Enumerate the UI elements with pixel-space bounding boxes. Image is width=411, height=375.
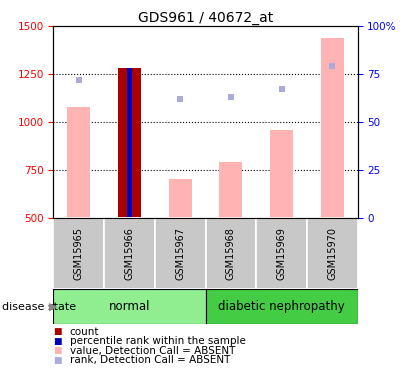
Bar — [127, 68, 132, 218]
Title: GDS961 / 40672_at: GDS961 / 40672_at — [138, 11, 273, 25]
Bar — [155, 217, 206, 289]
Bar — [270, 129, 293, 218]
Text: ■: ■ — [53, 337, 62, 346]
Text: value, Detection Call = ABSENT: value, Detection Call = ABSENT — [70, 346, 235, 355]
Bar — [118, 68, 141, 218]
Bar — [53, 217, 104, 289]
Text: ■: ■ — [53, 346, 62, 355]
Bar — [307, 217, 358, 289]
Bar — [67, 106, 90, 218]
Text: percentile rank within the sample: percentile rank within the sample — [70, 336, 246, 346]
Bar — [219, 162, 242, 218]
Text: GSM15969: GSM15969 — [277, 226, 286, 280]
Bar — [206, 289, 358, 324]
Text: ▶: ▶ — [48, 302, 57, 312]
Text: GSM15970: GSM15970 — [327, 226, 337, 280]
Text: diabetic nephropathy: diabetic nephropathy — [218, 300, 345, 313]
Bar — [206, 217, 256, 289]
Text: GSM15965: GSM15965 — [74, 226, 84, 280]
Text: GSM15967: GSM15967 — [175, 226, 185, 280]
Text: GSM15968: GSM15968 — [226, 226, 236, 280]
Bar — [169, 179, 192, 218]
Text: rank, Detection Call = ABSENT: rank, Detection Call = ABSENT — [70, 355, 230, 365]
Text: GSM15966: GSM15966 — [125, 226, 134, 280]
Text: disease state: disease state — [2, 302, 76, 312]
Text: ■: ■ — [53, 356, 62, 364]
Text: count: count — [70, 327, 99, 337]
Bar — [104, 217, 155, 289]
Bar — [321, 38, 344, 218]
Text: ■: ■ — [53, 327, 62, 336]
Bar — [53, 289, 206, 324]
Bar — [256, 217, 307, 289]
Text: normal: normal — [109, 300, 150, 313]
